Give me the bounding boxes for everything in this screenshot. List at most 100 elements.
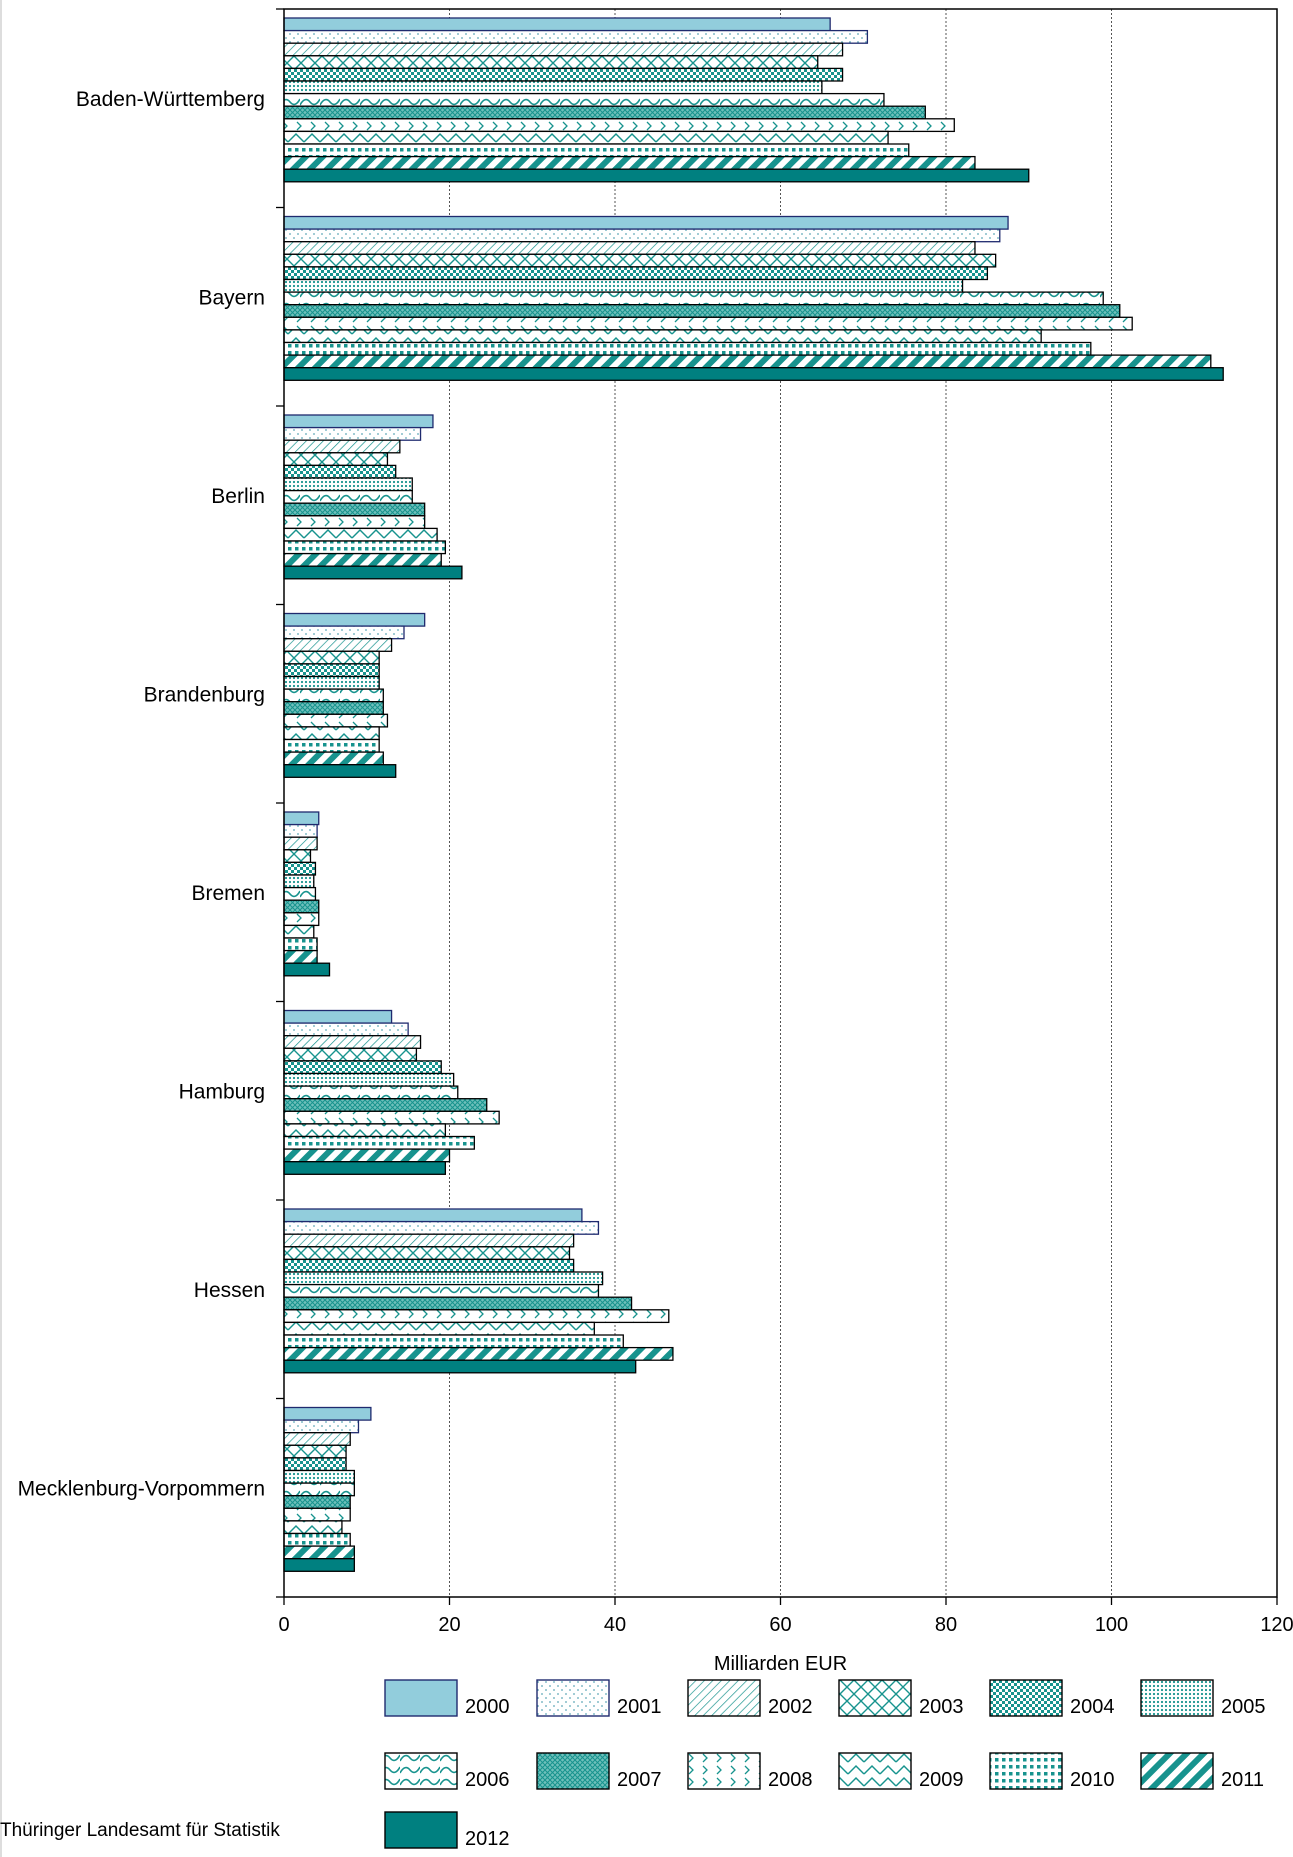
bar-berlin-2006 <box>283 489 413 504</box>
bar-hamburg-2000 <box>283 1009 393 1024</box>
bar-bremen-2010 <box>283 937 318 952</box>
bar-berlin-2004 <box>283 464 397 479</box>
bar-brandenburg-2010 <box>283 738 380 753</box>
bar-bayern-2012 <box>283 367 1224 381</box>
bar-bayern-2003 <box>283 253 997 268</box>
bar-hessen-2002 <box>283 1233 575 1248</box>
bar-bremen-2008 <box>283 912 320 927</box>
bar-bremen-2005 <box>283 874 315 889</box>
legend-swatch-2001 <box>536 1679 610 1717</box>
bar-hessen-2007 <box>283 1296 633 1311</box>
legend-label-2007: 2007 <box>617 1769 662 1791</box>
bar-mecklenburg-vorpommern-2003 <box>283 1444 347 1459</box>
x-tick-label: 40 <box>604 1614 626 1636</box>
bar-hamburg-2001 <box>283 1022 409 1037</box>
bar-hessen-2001 <box>283 1220 600 1235</box>
legend-swatch-2003 <box>838 1679 912 1717</box>
legend-label-2009: 2009 <box>919 1769 964 1791</box>
bar-hamburg-2005 <box>283 1072 455 1087</box>
bar-berlin-2011 <box>283 552 442 567</box>
bar-hamburg-2004 <box>283 1060 442 1075</box>
bar-bremen-2001 <box>283 823 318 838</box>
bar-hessen-2008 <box>283 1309 670 1324</box>
bar-mecklenburg-vorpommern-2004 <box>283 1457 347 1472</box>
legend-swatch-2012 <box>384 1811 458 1849</box>
bar-hessen-2010 <box>283 1334 624 1349</box>
bar-bayern-2008 <box>283 316 1133 331</box>
legend-label-2010: 2010 <box>1070 1769 1115 1791</box>
legend-swatch-2002 <box>687 1679 761 1717</box>
legend-swatch-2006 <box>384 1752 458 1790</box>
category-label: Hessen <box>194 1279 265 1302</box>
category-label: Hamburg <box>179 1080 265 1103</box>
bar-hessen-2011 <box>283 1346 674 1361</box>
bar-bremen-2004 <box>283 861 317 876</box>
bar-brandenburg-2004 <box>283 663 380 678</box>
bar-berlin-2009 <box>283 527 438 542</box>
bar-hessen-2005 <box>283 1271 604 1286</box>
source-credit: Thüringer Landesamt für Statistik <box>0 1820 280 1841</box>
bar-bayern-2009 <box>283 329 1042 344</box>
bar-hessen-2004 <box>283 1258 575 1273</box>
category-label: Mecklenburg-Vorpommern <box>18 1477 265 1500</box>
bar-baden-w-rttemberg-2003 <box>283 55 819 70</box>
bar-baden-w-rttemberg-2001 <box>283 29 869 44</box>
bar-bayern-2010 <box>283 341 1092 356</box>
category-labels: Baden-Württemberg Bayern Berlin Brandenburg… <box>18 88 265 1501</box>
bars <box>283 17 1224 1572</box>
bar-bremen-2002 <box>283 836 318 851</box>
bar-brandenburg-2000 <box>283 612 426 627</box>
bar-mecklenburg-vorpommern-2007 <box>283 1495 351 1509</box>
bar-brandenburg-2008 <box>283 713 389 728</box>
bar-bayern-2005 <box>283 278 964 293</box>
bar-baden-w-rttemberg-2009 <box>283 130 889 145</box>
legend-swatch-2000 <box>384 1679 458 1717</box>
bar-baden-w-rttemberg-2000 <box>283 17 831 32</box>
bar-hamburg-2010 <box>283 1135 475 1150</box>
legend-label-2012: 2012 <box>465 1828 510 1850</box>
x-tick-labels: 0 20 40 60 80 100 120 <box>278 1614 1293 1636</box>
bar-hessen-2012 <box>283 1359 637 1374</box>
bar-brandenburg-2009 <box>283 726 380 741</box>
bar-hamburg-2003 <box>283 1047 418 1062</box>
bar-brandenburg-2006 <box>283 688 384 703</box>
bar-baden-w-rttemberg-2007 <box>283 105 926 120</box>
bar-baden-w-rttemberg-2012 <box>283 168 1030 183</box>
bar-bremen-2000 <box>283 811 320 826</box>
legend-swatch-2011 <box>1140 1752 1214 1790</box>
bar-hamburg-2011 <box>283 1148 451 1163</box>
bar-berlin-2010 <box>283 540 447 555</box>
bar-mecklenburg-vorpommern-2010 <box>283 1532 351 1547</box>
bar-mecklenburg-vorpommern-2002 <box>283 1432 351 1446</box>
bar-mecklenburg-vorpommern-2006 <box>283 1482 355 1497</box>
legend-label-2011: 2011 <box>1221 1769 1264 1791</box>
bar-mecklenburg-vorpommern-2011 <box>283 1545 355 1560</box>
bar-mecklenburg-vorpommern-2008 <box>283 1507 351 1522</box>
legend-label-2006: 2006 <box>465 1769 510 1791</box>
bar-bayern-2001 <box>283 228 1001 243</box>
legend-swatch-2009 <box>838 1752 912 1790</box>
legend-label-2005: 2005 <box>1221 1696 1266 1718</box>
legend-label-2002: 2002 <box>768 1696 813 1718</box>
bar-baden-w-rttemberg-2006 <box>283 92 885 107</box>
bar-baden-w-rttemberg-2005 <box>283 80 823 95</box>
legend-swatch-2010 <box>989 1752 1063 1790</box>
bar-hessen-2003 <box>283 1246 571 1261</box>
bar-bayern-2000 <box>283 215 1009 230</box>
bar-bremen-2012 <box>283 962 331 977</box>
bar-berlin-2007 <box>283 502 426 517</box>
bar-brandenburg-2003 <box>283 650 380 665</box>
bar-berlin-2012 <box>283 565 463 580</box>
bar-brandenburg-2005 <box>283 675 380 690</box>
bar-berlin-2000 <box>283 414 434 429</box>
bar-bremen-2007 <box>283 899 320 914</box>
bar-hessen-2009 <box>283 1321 595 1336</box>
category-label: Berlin <box>211 485 265 508</box>
bar-baden-w-rttemberg-2011 <box>283 155 976 170</box>
category-label: Bayern <box>198 286 265 309</box>
bar-brandenburg-2007 <box>283 701 384 715</box>
x-tick-label: 80 <box>935 1614 957 1636</box>
bar-hessen-2006 <box>283 1283 600 1298</box>
legend-swatch-2007 <box>536 1752 610 1790</box>
